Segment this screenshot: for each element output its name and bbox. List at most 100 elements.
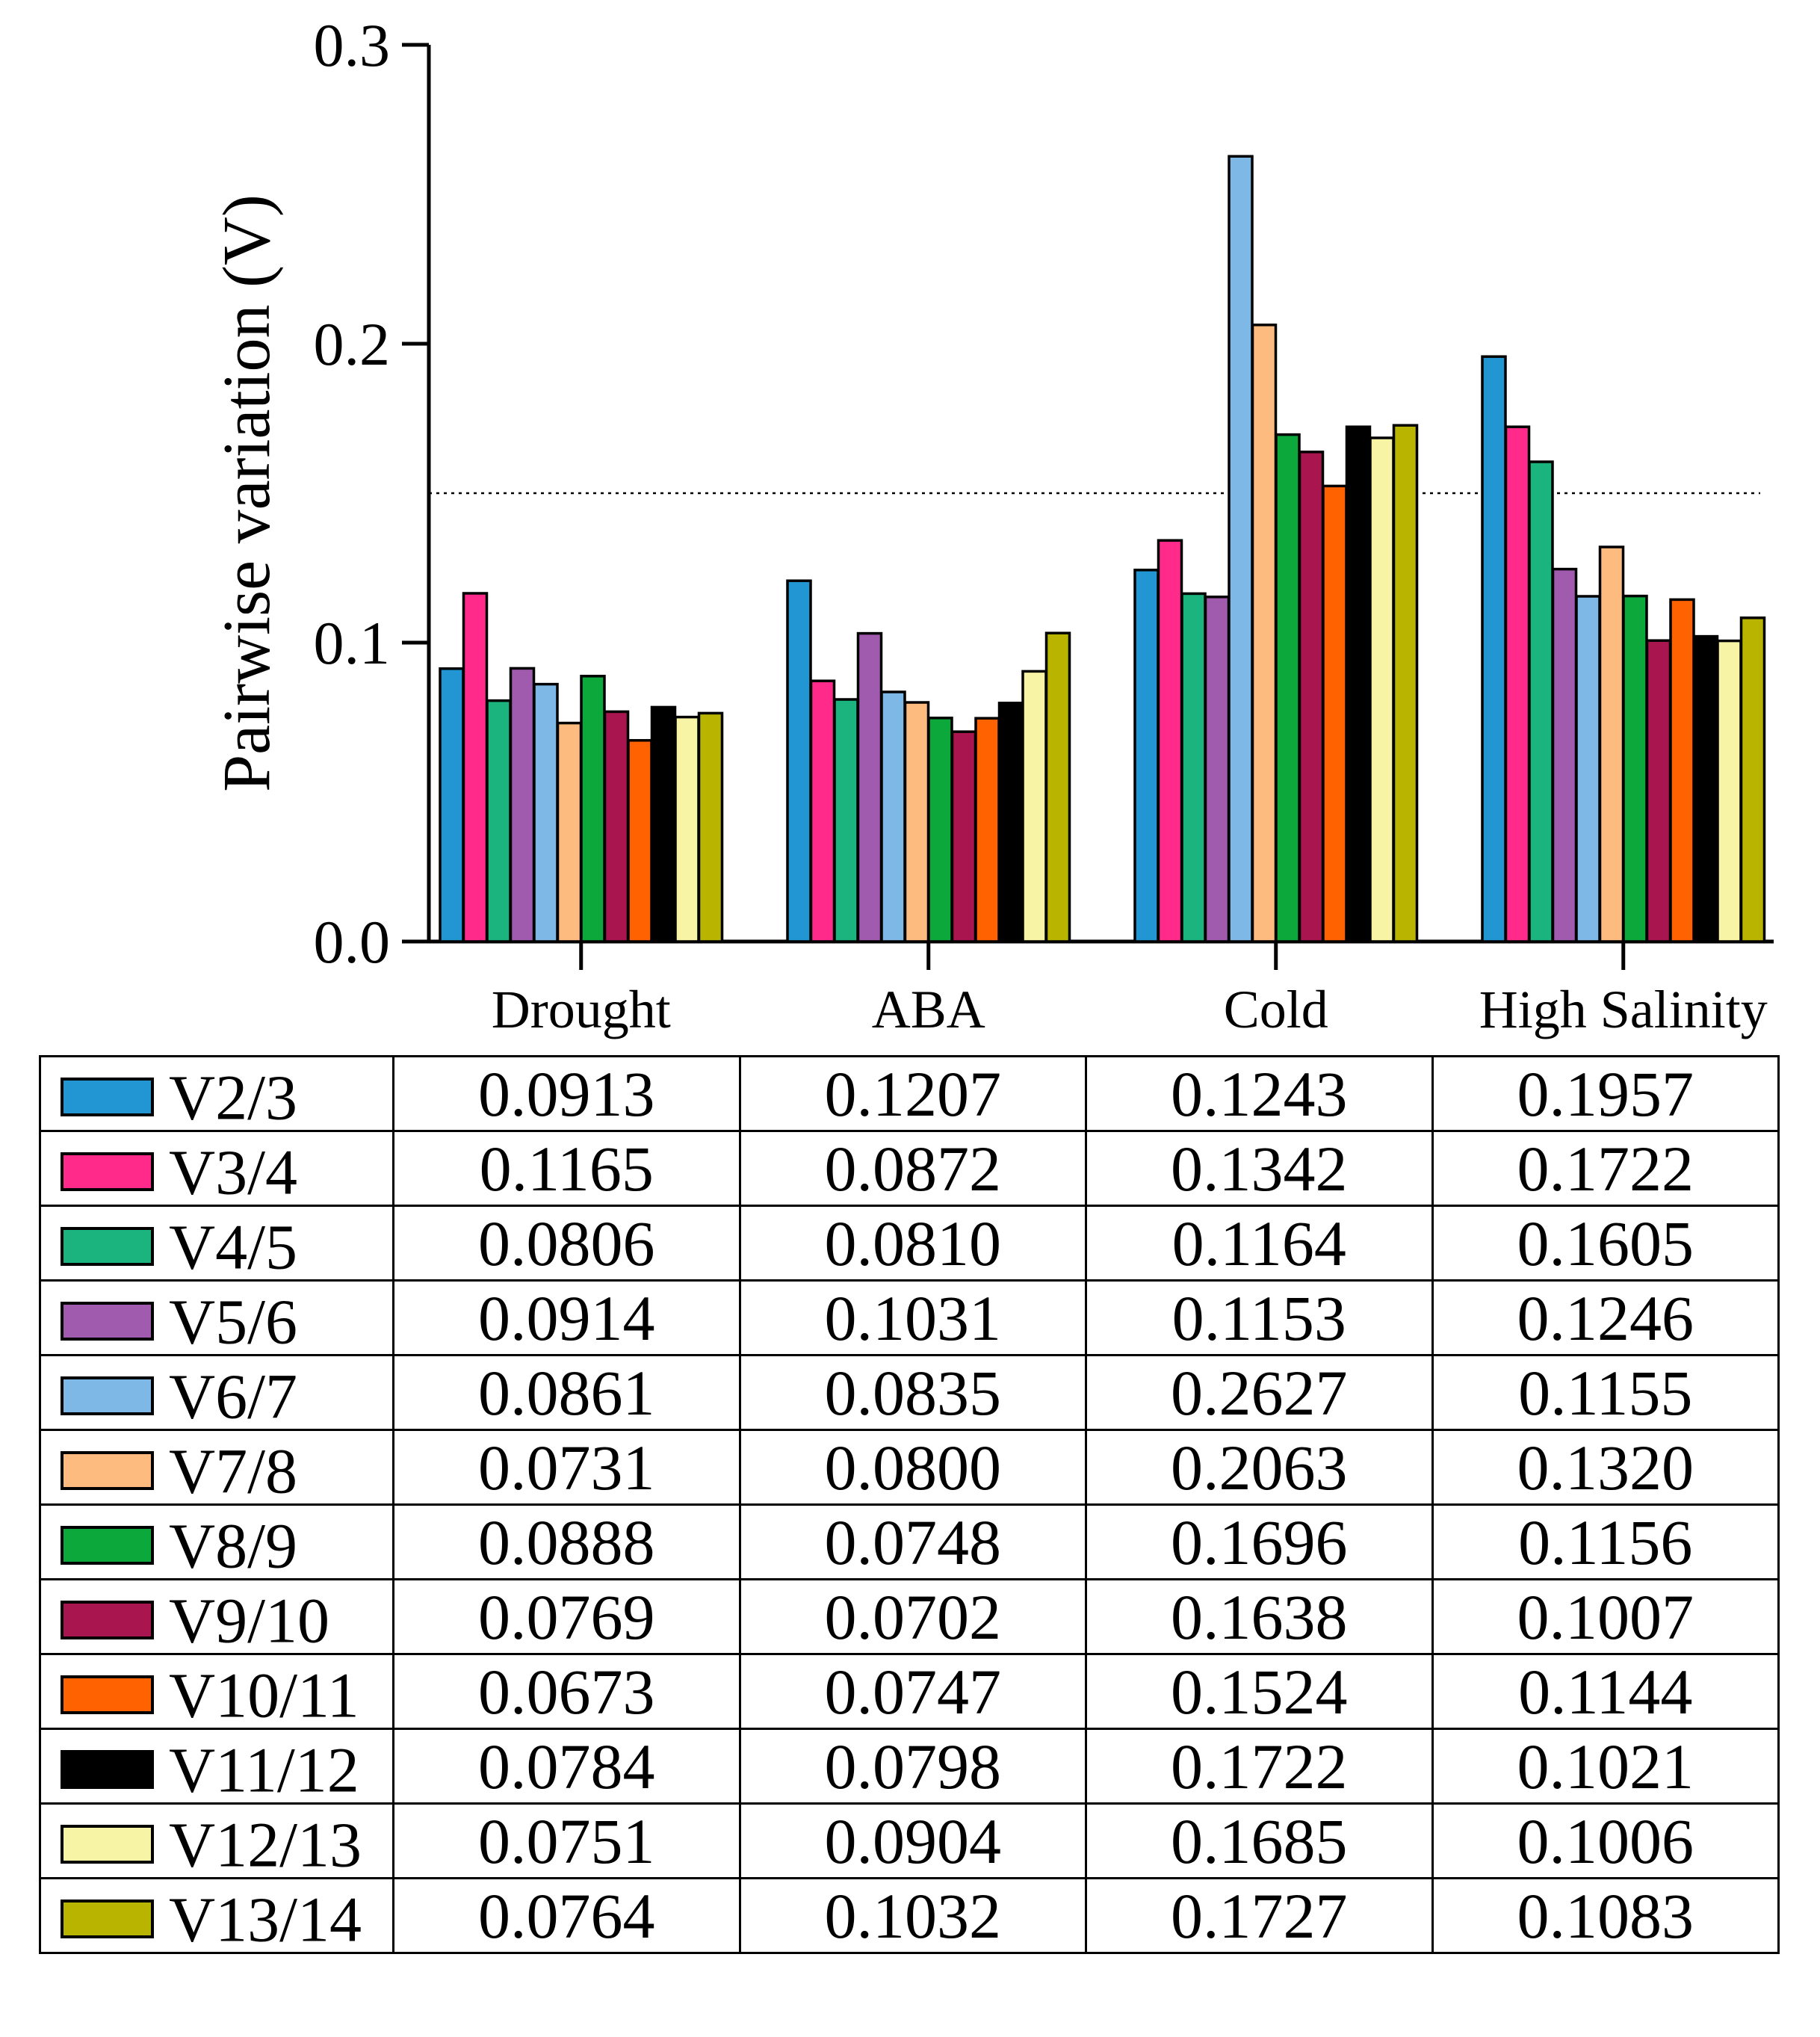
value-cell: 0.1722 — [1431, 1130, 1780, 1207]
value-cell: 0.1153 — [1085, 1279, 1434, 1356]
bar-v8-9-aba — [927, 717, 953, 943]
bar-v3-4-aba — [809, 679, 836, 943]
series-name: V11/12 — [169, 1734, 359, 1806]
value-cell: 0.0810 — [738, 1205, 1087, 1282]
series-name: V3/4 — [169, 1136, 297, 1208]
series-label-cell: V13/14 — [39, 1877, 394, 1956]
bar-v10-11-aba — [974, 717, 1000, 943]
value-cell: 0.1083 — [1431, 1877, 1780, 1954]
series-label-cell: V6/7 — [39, 1354, 394, 1431]
legend-swatch — [61, 1227, 154, 1267]
bar-v12-13-aba — [1021, 670, 1047, 943]
value-cell: 0.1165 — [392, 1130, 741, 1207]
table-row: V9/10 0.0769 0.0702 0.1638 0.1007 — [39, 1578, 1780, 1657]
legend-swatch — [61, 1825, 154, 1864]
value-cell: 0.0784 — [392, 1728, 741, 1805]
bar-v11-12-drought — [650, 705, 677, 943]
bar-v12-13-high-salinity — [1716, 639, 1742, 943]
value-cell: 0.0731 — [392, 1429, 741, 1506]
value-cell: 0.1155 — [1431, 1354, 1780, 1431]
table-row: V8/9 0.0888 0.0748 0.1696 0.1156 — [39, 1503, 1780, 1582]
series-label-cell: V7/8 — [39, 1429, 394, 1506]
value-cell: 0.0747 — [738, 1653, 1087, 1730]
series-name: V4/5 — [169, 1211, 297, 1283]
value-cell: 0.1342 — [1085, 1130, 1434, 1207]
value-cell: 0.0800 — [738, 1429, 1087, 1506]
value-cell: 0.0913 — [392, 1055, 741, 1132]
bar-v3-4-cold — [1157, 539, 1183, 943]
bar-v7-8-aba — [903, 701, 930, 943]
bar-v7-8-high-salinity — [1598, 545, 1625, 943]
legend-swatch — [61, 1451, 154, 1491]
value-cell: 0.1021 — [1431, 1728, 1780, 1805]
value-cell: 0.1156 — [1431, 1503, 1780, 1580]
value-cell: 0.0861 — [392, 1354, 741, 1431]
value-cell: 0.1243 — [1085, 1055, 1434, 1132]
bar-v4-5-cold — [1180, 592, 1207, 943]
bar-v5-6-high-salinity — [1551, 567, 1578, 943]
table-row: V13/14 0.0764 0.1032 0.1727 0.1083 — [39, 1877, 1780, 1956]
value-cell: 0.0904 — [738, 1802, 1087, 1879]
bar-v6-7-aba — [880, 690, 906, 943]
bar-v7-8-cold — [1251, 324, 1278, 943]
legend-swatch — [61, 1675, 154, 1715]
pairwise-variation-bar-chart: Pairwise variation (V) 0.0 0.1 0.2 0.3 Drou… — [210, 11, 1774, 1039]
legend-swatch — [61, 1900, 154, 1939]
bar-v4-5-drought — [486, 699, 512, 943]
value-cell: 0.0806 — [392, 1205, 741, 1282]
bar-v2-3-drought — [439, 667, 465, 943]
value-cell: 0.1144 — [1431, 1653, 1780, 1730]
value-cell: 0.1164 — [1085, 1205, 1434, 1282]
bar-v4-5-high-salinity — [1528, 460, 1554, 943]
series-name: V9/10 — [169, 1584, 329, 1657]
table-row: V6/7 0.0861 0.0835 0.2627 0.1155 — [39, 1354, 1780, 1431]
value-cell: 0.1957 — [1431, 1055, 1780, 1132]
bar-v11-12-aba — [997, 702, 1024, 943]
bar-v12-13-cold — [1369, 436, 1395, 943]
bar-v8-9-drought — [580, 675, 606, 943]
bar-v13-14-cold — [1392, 424, 1419, 943]
bar-v13-14-high-salinity — [1739, 616, 1766, 943]
bar-v3-4-high-salinity — [1504, 425, 1531, 943]
legend-swatch — [61, 1601, 154, 1640]
bar-v2-3-cold — [1133, 569, 1160, 943]
value-cell: 0.1031 — [738, 1279, 1087, 1356]
bar-v3-4-drought — [462, 592, 489, 943]
series-label-cell: V2/3 — [39, 1055, 394, 1134]
value-cell: 0.1320 — [1431, 1429, 1780, 1506]
series-name: V13/14 — [169, 1883, 362, 1956]
bar-v10-11-cold — [1322, 484, 1348, 943]
y-tick-label: 0.0 — [314, 908, 391, 976]
y-axis-label: Pairwise variation (V) — [210, 194, 284, 792]
series-name: V12/13 — [169, 1808, 362, 1881]
legend-swatch — [61, 1078, 154, 1117]
value-cell: 0.1006 — [1431, 1802, 1780, 1879]
value-cell: 0.1638 — [1085, 1578, 1434, 1655]
value-cell: 0.1727 — [1085, 1877, 1434, 1954]
series-name: V2/3 — [169, 1061, 297, 1134]
series-name: V8/9 — [169, 1509, 297, 1582]
table-row: V5/6 0.0914 0.1031 0.1153 0.1246 — [39, 1279, 1780, 1358]
bar-v10-11-drought — [627, 739, 653, 943]
value-cell: 0.1605 — [1431, 1205, 1780, 1282]
bar-v11-12-cold — [1345, 425, 1372, 943]
value-cell: 0.0835 — [738, 1354, 1087, 1431]
category-label: Drought — [492, 980, 671, 1039]
series-name: V5/6 — [169, 1285, 297, 1358]
bar-v9-10-cold — [1298, 451, 1325, 943]
value-cell: 0.0769 — [392, 1578, 741, 1655]
bar-v6-7-drought — [533, 682, 559, 943]
value-cell: 0.2627 — [1085, 1354, 1434, 1431]
bar-v5-6-aba — [856, 631, 883, 943]
value-cell: 0.0914 — [392, 1279, 741, 1356]
bar-v8-9-high-salinity — [1622, 594, 1648, 943]
series-label-cell: V5/6 — [39, 1279, 394, 1358]
value-cell: 0.1007 — [1431, 1578, 1780, 1655]
bar-v9-10-high-salinity — [1645, 639, 1672, 943]
value-cell: 0.1696 — [1085, 1503, 1434, 1580]
legend-swatch — [61, 1750, 154, 1790]
bar-v13-14-aba — [1044, 631, 1071, 943]
legend-swatch — [61, 1526, 154, 1565]
bar-v4-5-aba — [833, 698, 859, 943]
series-label-cell: V4/5 — [39, 1205, 394, 1283]
